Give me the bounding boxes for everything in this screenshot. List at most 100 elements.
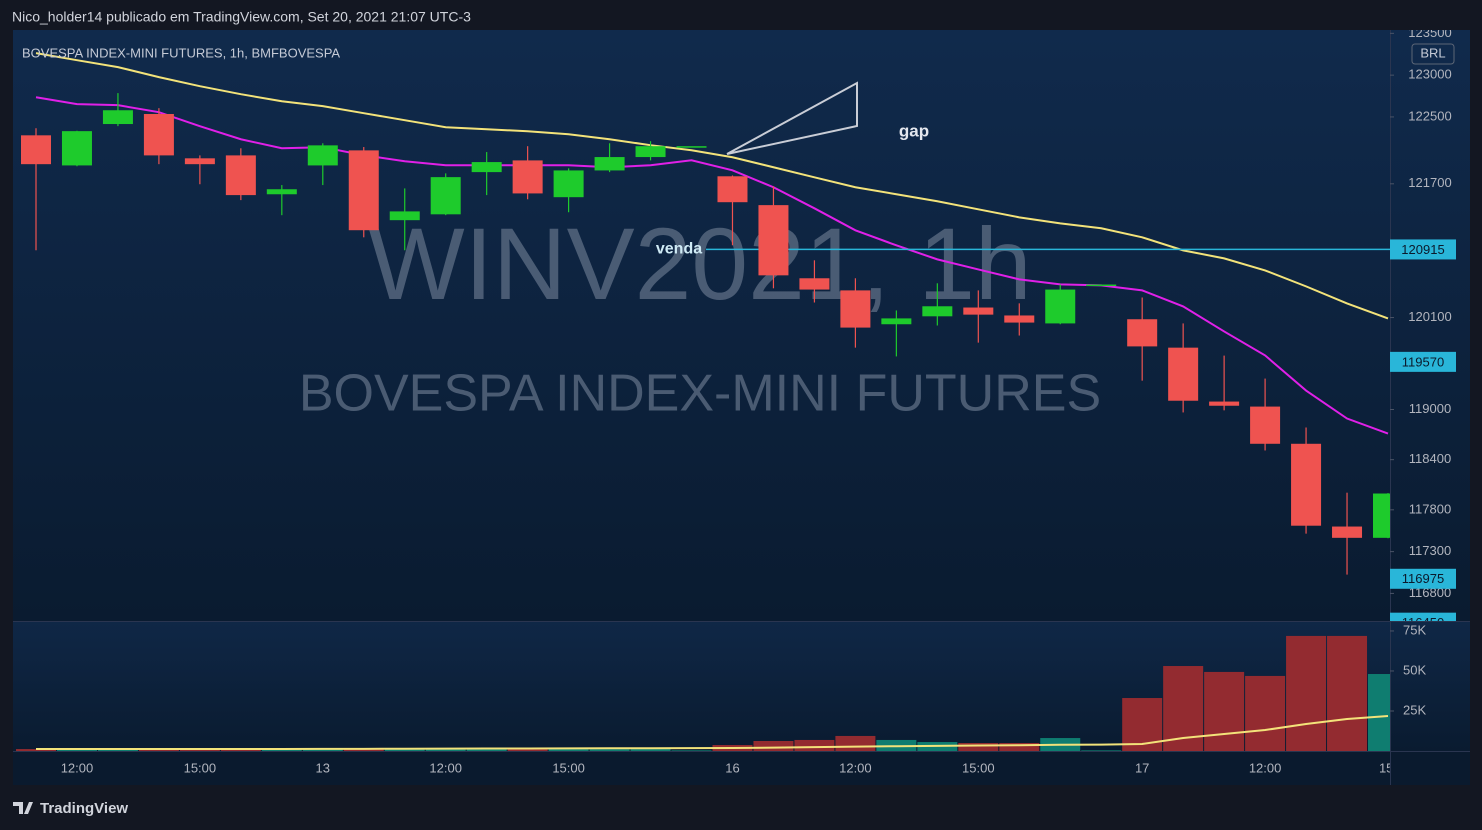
price-label-box bbox=[1390, 612, 1456, 621]
volume-bar bbox=[56, 749, 97, 751]
volume-bar bbox=[958, 742, 999, 751]
candle-body bbox=[389, 211, 420, 221]
x-tick-label: 15:00 bbox=[962, 760, 995, 775]
volume-tick-label: 25K bbox=[1403, 702, 1426, 717]
price-label: 116450 bbox=[1402, 615, 1444, 630]
volume-plot bbox=[16, 635, 1390, 751]
footer-logo bbox=[13, 802, 33, 814]
candle-body bbox=[1373, 493, 1390, 538]
y-tick-label: 121700 bbox=[1408, 175, 1451, 190]
x-tick-label: 12:00 bbox=[429, 760, 462, 775]
volume-bar bbox=[548, 748, 589, 751]
header-text: Nico_holder14 publicado em TradingView.c… bbox=[12, 9, 471, 25]
footer-brand: TradingView bbox=[40, 800, 128, 817]
currency: BRL bbox=[1420, 45, 1445, 60]
candle-body bbox=[225, 155, 256, 196]
time-axis-labels: 12:00 15:00 13 12:00 15:00 16 12:00 15:00 17 12:0… bbox=[61, 760, 1390, 775]
y-tick-label: 123500 bbox=[1408, 25, 1451, 40]
price-label: 116975 bbox=[1402, 571, 1444, 586]
x-tick-label: 16 bbox=[725, 760, 739, 775]
volume-bar bbox=[1286, 635, 1327, 751]
x-tick-label: 13 bbox=[316, 760, 330, 775]
candle-body bbox=[266, 189, 297, 195]
volume-bar bbox=[999, 742, 1040, 751]
volume-bar bbox=[835, 735, 876, 751]
x-tick-label: 12:00 bbox=[839, 760, 872, 775]
moving-average bbox=[35, 52, 1389, 320]
candle-body bbox=[1250, 406, 1281, 444]
line-annotation: venda bbox=[656, 241, 702, 258]
currency-box bbox=[1411, 43, 1455, 65]
volume-bar bbox=[507, 749, 548, 751]
x-tick-label: 12:00 bbox=[61, 760, 94, 775]
moving-average bbox=[35, 96, 1389, 435]
candle-body bbox=[1209, 401, 1240, 406]
drawings bbox=[726, 81, 858, 155]
price-label-box bbox=[1390, 568, 1456, 589]
volume-bar bbox=[1368, 674, 1390, 751]
y-tick-label: 117300 bbox=[1409, 543, 1451, 558]
candle-body bbox=[512, 160, 543, 194]
candle-body bbox=[1045, 289, 1076, 324]
candle-body bbox=[61, 131, 92, 166]
volume-ma bbox=[36, 714, 1389, 750]
volume-bar bbox=[384, 748, 425, 751]
candle-body bbox=[758, 205, 789, 276]
price-axis: 123500 123000 122500 121700 120100 119000 1184… bbox=[1390, 25, 1456, 630]
candle-body bbox=[1127, 319, 1158, 347]
volume-bar bbox=[671, 750, 712, 751]
x-tick-label: 12:00 bbox=[1249, 760, 1282, 775]
y-tick-label: 122500 bbox=[1408, 108, 1451, 123]
candle-body bbox=[21, 135, 51, 165]
y-tick-label: 120100 bbox=[1408, 309, 1451, 324]
volume-bar bbox=[753, 740, 794, 751]
candle-body bbox=[676, 146, 707, 148]
symbol-title: BOVESPA INDEX-MINI FUTURES, 1h, BMFBOVES… bbox=[22, 45, 340, 60]
candle-body bbox=[635, 146, 666, 158]
price-pane bbox=[13, 30, 1470, 621]
candle-body bbox=[717, 176, 748, 203]
volume-bar bbox=[302, 749, 343, 751]
watermark-subtitle: BOVESPA INDEX-MINI FUTURES bbox=[299, 365, 1101, 423]
volume-bar bbox=[261, 749, 302, 751]
volume-bar bbox=[97, 749, 138, 751]
volume-axis: 75K 50K 25K bbox=[1390, 622, 1426, 717]
price-label: 119570 bbox=[1402, 354, 1444, 369]
watermark: WINV2021, 1h BOVESPA INDEX-MINI FUTURES bbox=[299, 207, 1101, 423]
footer: TradingView bbox=[13, 800, 128, 817]
triangle-drawing bbox=[726, 81, 858, 155]
candle-body bbox=[1291, 443, 1322, 526]
candle-body bbox=[922, 306, 953, 317]
x-tick-label: 15:00 bbox=[552, 760, 585, 775]
volume-bar bbox=[630, 748, 671, 751]
volume-bar bbox=[179, 749, 220, 751]
candle-body bbox=[840, 290, 871, 328]
volume-bar bbox=[16, 749, 56, 751]
candle-body bbox=[348, 150, 379, 231]
candle-body bbox=[799, 278, 830, 290]
volume-bar bbox=[1327, 635, 1368, 751]
candle-body bbox=[102, 110, 133, 125]
candle-body bbox=[594, 157, 625, 171]
time-axis bbox=[13, 751, 1470, 785]
x-tick-label: 17 bbox=[1135, 760, 1149, 775]
candle-body bbox=[963, 307, 994, 315]
candle-body bbox=[553, 170, 584, 198]
volume-bar bbox=[138, 749, 179, 751]
volume-bar bbox=[1245, 675, 1286, 751]
candle-body bbox=[471, 162, 502, 173]
candle-body bbox=[1168, 347, 1199, 401]
candle-body bbox=[1086, 284, 1117, 287]
price-label-box bbox=[1390, 351, 1456, 372]
volume-bar bbox=[343, 748, 384, 751]
candle-body bbox=[143, 114, 174, 156]
volume-bar bbox=[466, 749, 507, 751]
price-label-box bbox=[1390, 239, 1456, 260]
candle-body bbox=[430, 177, 461, 215]
y-tick-label: 118400 bbox=[1409, 451, 1451, 466]
x-tick-label: 15:00 bbox=[184, 760, 217, 775]
header: Nico_holder14 publicado em TradingView.c… bbox=[0, 0, 1482, 30]
watermark-symbol: WINV2021, 1h bbox=[368, 207, 1031, 321]
candle-body bbox=[307, 145, 338, 166]
